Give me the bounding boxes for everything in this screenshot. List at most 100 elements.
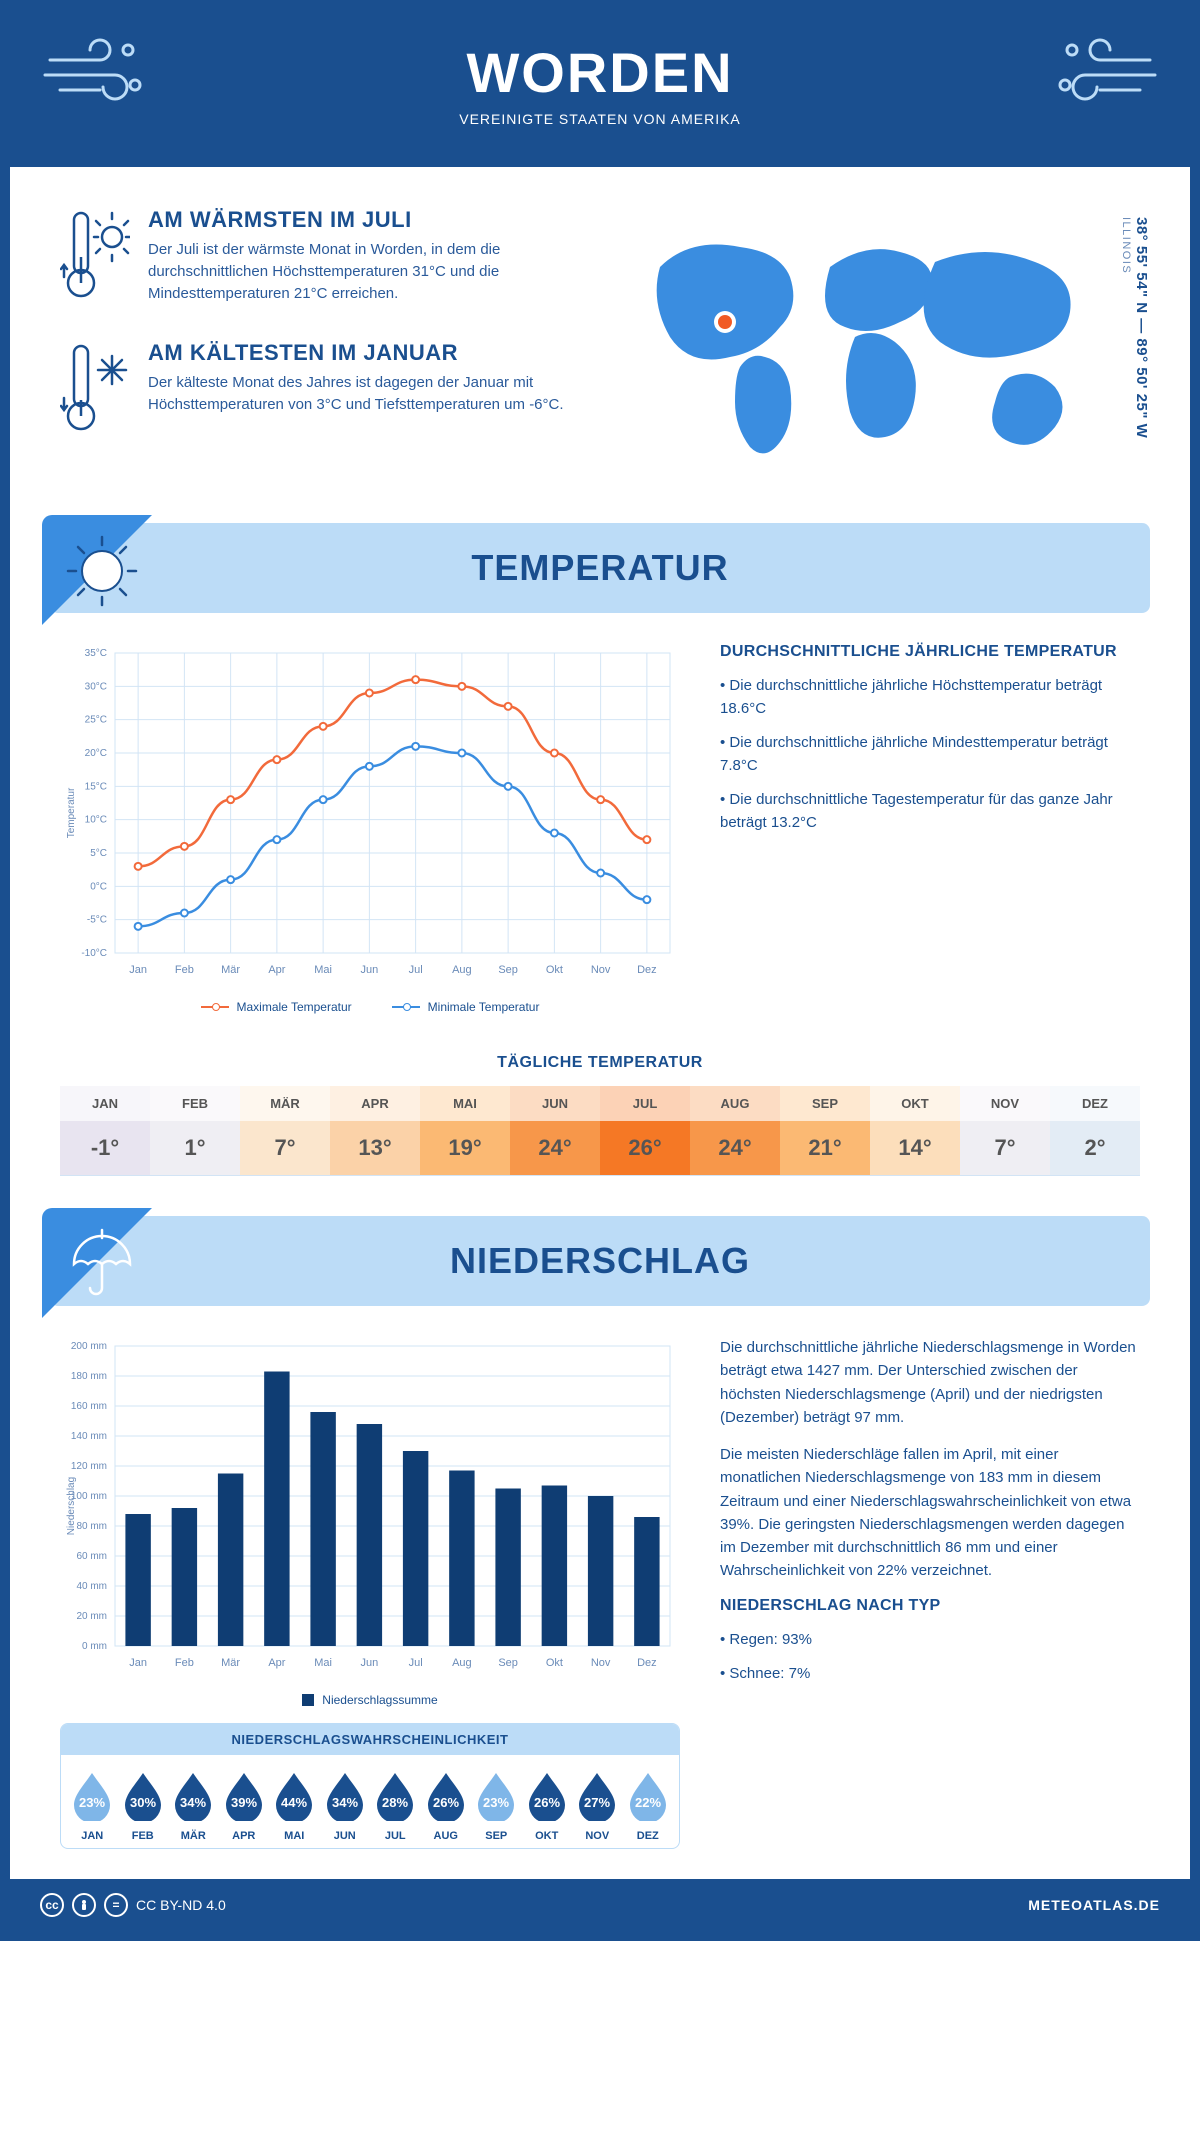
svg-text:23%: 23% xyxy=(79,1795,105,1810)
temperature-content: -10°C-5°C0°C5°C10°C15°C20°C25°C30°C35°CJ… xyxy=(10,613,1190,1044)
daily-cell: MÄR7° xyxy=(240,1086,330,1175)
svg-text:39%: 39% xyxy=(231,1795,257,1810)
svg-text:10°C: 10°C xyxy=(85,815,107,826)
svg-text:Nov: Nov xyxy=(591,964,611,976)
daily-cell: DEZ2° xyxy=(1050,1086,1140,1175)
prob-cell: 27% NOV xyxy=(572,1769,623,1842)
svg-text:20°C: 20°C xyxy=(85,748,107,759)
svg-text:26%: 26% xyxy=(534,1795,560,1810)
prob-title: NIEDERSCHLAGSWAHRSCHEINLICHKEIT xyxy=(61,1724,679,1755)
coldest-text: Der kälteste Monat des Jahres ist dagege… xyxy=(148,372,580,416)
svg-text:Dez: Dez xyxy=(637,1657,657,1669)
svg-text:180 mm: 180 mm xyxy=(71,1371,107,1382)
svg-text:30%: 30% xyxy=(130,1795,156,1810)
svg-text:28%: 28% xyxy=(382,1795,408,1810)
precip-content: 0 mm20 mm40 mm60 mm80 mm100 mm120 mm140 … xyxy=(10,1306,1190,1879)
prob-cell: 44% MAI xyxy=(269,1769,320,1842)
svg-text:Jan: Jan xyxy=(129,1657,147,1669)
svg-text:-5°C: -5°C xyxy=(87,915,107,926)
precip-para: Die meisten Niederschläge fallen im Apri… xyxy=(720,1443,1140,1583)
temp-bullet: • Die durchschnittliche jährliche Höchst… xyxy=(720,675,1140,720)
warmest-title: AM WÄRMSTEN IM JULI xyxy=(148,207,580,233)
page-subtitle: VEREINIGTE STAATEN VON AMERIKA xyxy=(459,111,741,127)
daily-temp-grid: JAN-1°FEB1°MÄR7°APR13°MAI19°JUN24°JUL26°… xyxy=(60,1086,1140,1176)
temp-bullet: • Die durchschnittliche jährliche Mindes… xyxy=(720,732,1140,777)
coordinates: 38° 55' 54" N — 89° 50' 25" W xyxy=(1133,217,1150,438)
wind-icon xyxy=(40,30,150,115)
svg-text:Mai: Mai xyxy=(314,1657,332,1669)
svg-text:34%: 34% xyxy=(180,1795,206,1810)
svg-text:200 mm: 200 mm xyxy=(71,1341,107,1352)
prob-cell: 28% JUL xyxy=(370,1769,421,1842)
prob-cell: 34% JUN xyxy=(320,1769,371,1842)
warmest-text: Der Juli ist der wärmste Monat in Worden… xyxy=(148,239,580,304)
svg-text:Feb: Feb xyxy=(175,1657,194,1669)
svg-text:Niederschlag: Niederschlag xyxy=(66,1477,77,1535)
precip-legend: Niederschlagssumme xyxy=(60,1693,680,1707)
temp-text-heading: DURCHSCHNITTLICHE JÄHRLICHE TEMPERATUR xyxy=(720,643,1140,661)
prob-cell: 30% FEB xyxy=(118,1769,169,1842)
temp-legend: Maximale Temperatur Minimale Temperatur xyxy=(60,1000,680,1014)
svg-text:15°C: 15°C xyxy=(85,781,107,792)
daily-cell: JAN-1° xyxy=(60,1086,150,1175)
state-label: ILLINOIS xyxy=(1120,217,1132,274)
svg-text:22%: 22% xyxy=(635,1795,661,1810)
svg-text:Jun: Jun xyxy=(361,1657,379,1669)
daily-cell: JUL26° xyxy=(600,1086,690,1175)
prob-cell: 26% OKT xyxy=(522,1769,573,1842)
svg-text:120 mm: 120 mm xyxy=(71,1461,107,1472)
prob-cell: 23% SEP xyxy=(471,1769,522,1842)
svg-text:Jun: Jun xyxy=(361,964,379,976)
site-name: METEOATLAS.DE xyxy=(1028,1897,1160,1913)
svg-text:Sep: Sep xyxy=(498,1657,518,1669)
svg-text:160 mm: 160 mm xyxy=(71,1401,107,1412)
world-map: ILLINOIS 38° 55' 54" N — 89° 50' 25" W xyxy=(620,207,1140,472)
svg-text:40 mm: 40 mm xyxy=(76,1581,107,1592)
daily-cell: MAI19° xyxy=(420,1086,510,1175)
legend-min: Minimale Temperatur xyxy=(428,1000,540,1014)
precip-type-heading: NIEDERSCHLAG NACH TYP xyxy=(720,1597,1140,1615)
thermometer-sun-icon xyxy=(60,207,130,312)
svg-text:23%: 23% xyxy=(483,1795,509,1810)
thermometer-snow-icon xyxy=(60,340,130,445)
section-precip-header: NIEDERSCHLAG xyxy=(50,1216,1150,1306)
svg-text:0 mm: 0 mm xyxy=(82,1641,107,1652)
infographic-container: WORDEN VEREINIGTE STAATEN VON AMERIKA xyxy=(0,0,1200,1941)
daily-cell: APR13° xyxy=(330,1086,420,1175)
prob-cell: 23% JAN xyxy=(67,1769,118,1842)
svg-text:Mär: Mär xyxy=(221,1657,240,1669)
svg-text:Sep: Sep xyxy=(498,964,518,976)
svg-text:Dez: Dez xyxy=(637,964,657,976)
svg-text:Feb: Feb xyxy=(175,964,194,976)
legend-precip: Niederschlagssumme xyxy=(322,1693,437,1707)
by-icon xyxy=(72,1893,96,1917)
footer: cc = CC BY-ND 4.0 METEOATLAS.DE xyxy=(10,1879,1190,1931)
svg-text:5°C: 5°C xyxy=(90,848,107,859)
coldest-fact: AM KÄLTESTEN IM JANUAR Der kälteste Mona… xyxy=(60,340,580,445)
warmest-fact: AM WÄRMSTEN IM JULI Der Juli ist der wär… xyxy=(60,207,580,312)
daily-cell: OKT14° xyxy=(870,1086,960,1175)
section-title: TEMPERATUR xyxy=(471,547,728,589)
svg-text:Mai: Mai xyxy=(314,964,332,976)
svg-text:80 mm: 80 mm xyxy=(76,1521,107,1532)
svg-text:60 mm: 60 mm xyxy=(76,1551,107,1562)
precip-type-bullet: • Regen: 93% xyxy=(720,1629,1140,1652)
prob-cell: 26% AUG xyxy=(421,1769,472,1842)
svg-text:20 mm: 20 mm xyxy=(76,1611,107,1622)
svg-text:Jul: Jul xyxy=(409,964,423,976)
svg-text:26%: 26% xyxy=(433,1795,459,1810)
section-title: NIEDERSCHLAG xyxy=(450,1240,750,1282)
sun-icon xyxy=(62,531,142,616)
svg-text:Aug: Aug xyxy=(452,964,472,976)
coldest-title: AM KÄLTESTEN IM JANUAR xyxy=(148,340,580,366)
daily-cell: FEB1° xyxy=(150,1086,240,1175)
svg-text:Apr: Apr xyxy=(268,1657,285,1669)
svg-text:Aug: Aug xyxy=(452,1657,472,1669)
wind-icon xyxy=(1050,30,1160,115)
header: WORDEN VEREINIGTE STAATEN VON AMERIKA xyxy=(10,10,1190,167)
svg-text:27%: 27% xyxy=(584,1795,610,1810)
svg-text:35°C: 35°C xyxy=(85,648,107,659)
svg-text:Jul: Jul xyxy=(409,1657,423,1669)
svg-text:Apr: Apr xyxy=(268,964,285,976)
legend-max: Maximale Temperatur xyxy=(237,1000,352,1014)
